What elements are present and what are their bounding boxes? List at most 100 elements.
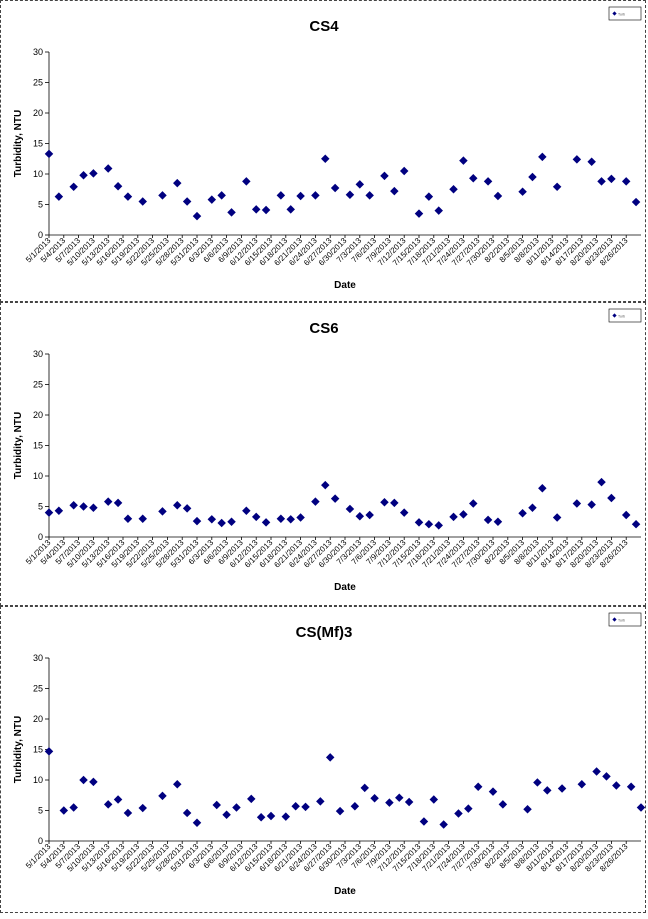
data-point xyxy=(321,480,330,490)
data-point xyxy=(597,477,606,487)
chart-title: CS4 xyxy=(309,18,339,35)
y-tick-label: 30 xyxy=(33,349,43,359)
data-point xyxy=(434,521,443,530)
data-point xyxy=(296,191,305,201)
data-point xyxy=(380,171,389,181)
data-point xyxy=(587,157,596,167)
data-point xyxy=(44,747,54,756)
data-point xyxy=(414,209,424,218)
data-point xyxy=(607,174,616,184)
data-point xyxy=(390,498,399,508)
legend: Turb xyxy=(608,6,642,21)
legend-label: Turb xyxy=(618,619,625,623)
y-tick-label: 25 xyxy=(33,78,43,88)
data-point xyxy=(311,191,320,200)
data-point xyxy=(281,812,291,821)
data-point xyxy=(538,152,547,162)
legend: Turb xyxy=(608,612,642,627)
chart-panel: CS(Mf)3 Turb 0 5 10 15 20 25 30 5/1/2013 5/4/2013 5… xyxy=(0,606,646,913)
data-point xyxy=(227,208,236,217)
y-tick-label: 10 xyxy=(33,471,43,481)
data-point xyxy=(69,803,78,812)
data-point xyxy=(311,497,320,506)
data-point xyxy=(173,501,182,510)
data-point xyxy=(291,801,300,811)
data-point xyxy=(182,808,192,818)
data-point xyxy=(498,800,508,809)
y-tick-label: 5 xyxy=(38,806,43,816)
data-point xyxy=(232,803,241,812)
data-point xyxy=(370,794,379,803)
data-point xyxy=(449,512,458,522)
data-point xyxy=(266,811,276,821)
data-point xyxy=(79,170,88,180)
data-point xyxy=(286,515,295,524)
data-point xyxy=(69,501,78,510)
legend-box xyxy=(608,6,642,21)
data-point xyxy=(459,510,468,519)
legend-label: Turb xyxy=(618,315,625,319)
data-point xyxy=(113,795,123,804)
y-tick-label: 20 xyxy=(33,714,43,724)
data-point xyxy=(316,797,325,806)
data-point xyxy=(217,191,226,200)
data-point xyxy=(449,185,458,194)
legend-box xyxy=(608,308,642,323)
y-tick-label: 5 xyxy=(38,502,43,512)
data-point xyxy=(138,197,147,206)
data-point xyxy=(182,197,192,206)
y-tick-label: 30 xyxy=(33,47,43,57)
data-point xyxy=(592,767,601,776)
data-point xyxy=(158,507,167,516)
data-point xyxy=(414,518,424,527)
data-point xyxy=(79,502,88,511)
y-tick-label: 10 xyxy=(33,169,43,179)
data-point xyxy=(469,499,478,508)
data-point xyxy=(365,191,374,200)
data-point xyxy=(113,498,123,508)
data-point xyxy=(242,177,251,186)
data-point xyxy=(612,781,621,790)
data-point xyxy=(192,818,202,827)
data-point xyxy=(528,503,537,512)
data-point xyxy=(138,514,147,523)
data-point xyxy=(385,798,394,807)
data-point xyxy=(572,499,582,508)
data-point xyxy=(597,177,606,186)
data-point xyxy=(631,197,641,207)
data-point xyxy=(424,192,434,201)
data-point xyxy=(103,800,113,809)
data-point xyxy=(621,510,631,520)
data-point xyxy=(429,795,439,804)
y-tick-label: 15 xyxy=(33,139,43,149)
data-point xyxy=(543,786,552,795)
data-point xyxy=(321,154,330,163)
data-point xyxy=(454,809,463,818)
data-point xyxy=(434,206,443,215)
data-point xyxy=(330,183,340,193)
data-point xyxy=(182,504,192,513)
data-point xyxy=(577,780,587,789)
data-point xyxy=(390,186,399,196)
data-point xyxy=(464,804,473,813)
y-tick-label: 25 xyxy=(33,684,43,694)
data-point xyxy=(123,514,133,523)
data-point xyxy=(488,787,498,796)
legend: Turb xyxy=(608,308,642,323)
y-tick-label: 0 xyxy=(38,230,43,240)
data-point xyxy=(123,808,133,818)
data-point xyxy=(335,806,345,816)
data-point xyxy=(607,493,616,503)
data-point xyxy=(227,517,236,526)
data-point xyxy=(424,519,434,529)
y-tick-label: 30 xyxy=(33,653,43,663)
data-point xyxy=(256,812,266,822)
data-point xyxy=(355,512,365,521)
data-point xyxy=(276,191,286,200)
data-point xyxy=(552,513,562,522)
data-point xyxy=(89,169,98,178)
data-point xyxy=(459,156,468,165)
chart-svg: CS(Mf)3Turb0510152025305/1/20135/4/20135… xyxy=(13,612,646,897)
chart-svg: CS6Turb0510152025305/1/20135/4/20135/7/2… xyxy=(13,308,642,593)
chart-panel: CS6 Turb 0 5 10 15 20 25 30 5/1/2013 5/4/2013 5/7/2… xyxy=(0,302,646,606)
